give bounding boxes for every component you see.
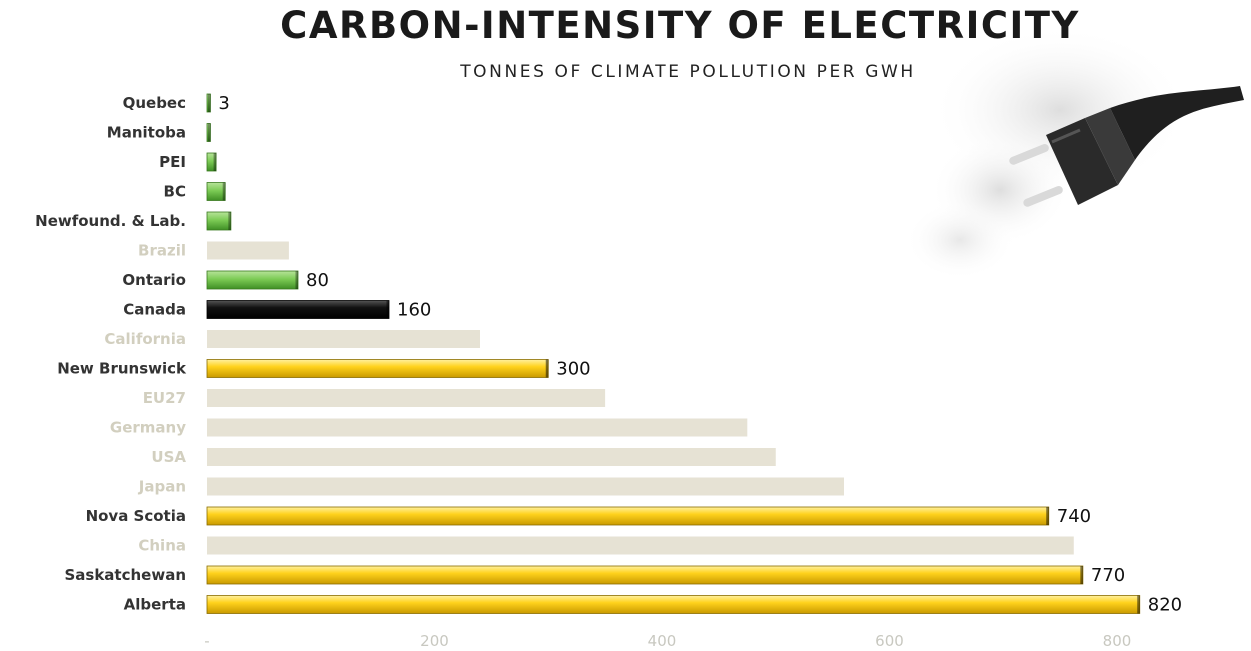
bar xyxy=(206,565,1084,585)
electric-plug-icon xyxy=(1009,86,1244,207)
bar-end-shadow xyxy=(207,123,211,142)
smoke-cloud xyxy=(905,200,1015,280)
bar xyxy=(207,448,776,466)
bar-end-shadow xyxy=(213,153,217,171)
value-label: 160 xyxy=(397,300,431,321)
x-axis: - 200 400 600 800 xyxy=(204,632,1131,650)
bar xyxy=(206,359,549,378)
bar xyxy=(206,595,1141,614)
value-label: 300 xyxy=(556,359,590,380)
bar xyxy=(206,123,211,142)
category-label: Newfound. & Lab. xyxy=(35,212,186,230)
bar xyxy=(207,330,480,348)
value-label: 3 xyxy=(218,93,229,114)
bar xyxy=(206,93,211,113)
bar-series: Quebec 3 Manitoba PEI BC Newfound. & Lab. Braz… xyxy=(35,93,1182,616)
category-label: China xyxy=(138,537,186,555)
category-label: PEI xyxy=(159,153,186,171)
bar xyxy=(206,182,226,201)
bar xyxy=(207,536,1074,555)
bar-end-shadow xyxy=(1080,566,1083,584)
category-label: California xyxy=(104,330,186,348)
bar xyxy=(206,506,1050,526)
category-label: Japan xyxy=(138,478,186,496)
x-tick-label: 400 xyxy=(648,632,677,650)
bar xyxy=(206,300,390,319)
bar xyxy=(206,211,232,231)
bar-end-shadow xyxy=(207,94,211,112)
bar xyxy=(207,241,289,260)
category-label: Alberta xyxy=(124,596,186,614)
x-tick-label: 200 xyxy=(420,632,449,650)
category-label: BC xyxy=(164,183,186,201)
bar-end-shadow xyxy=(545,359,549,378)
category-label: EU27 xyxy=(143,389,186,407)
bar-end-shadow xyxy=(295,271,298,289)
chart-subtitle: TONNES OF CLIMATE POLLUTION PER GWH xyxy=(459,62,916,82)
bar xyxy=(207,418,748,437)
bar-end-shadow xyxy=(1046,507,1049,525)
category-label: Brazil xyxy=(138,242,186,260)
value-label: 740 xyxy=(1057,506,1091,527)
category-label: USA xyxy=(151,448,186,466)
bar xyxy=(207,477,844,496)
category-label: New Brunswick xyxy=(57,360,187,378)
bar xyxy=(207,389,606,407)
chart-title: CARBON-INTENSITY OF ELECTRICITY xyxy=(280,4,1080,47)
bar xyxy=(206,152,217,172)
category-label: Ontario xyxy=(122,271,186,289)
x-tick-label: 600 xyxy=(875,632,904,650)
category-label: Quebec xyxy=(123,94,186,112)
value-label: 80 xyxy=(306,270,329,291)
category-label: Saskatchewan xyxy=(64,566,186,584)
category-label: Germany xyxy=(110,419,186,437)
plug-smoke-illustration xyxy=(905,25,1190,280)
value-label: 820 xyxy=(1148,595,1182,616)
x-tick-label: - xyxy=(204,632,209,650)
bar-end-shadow xyxy=(228,212,231,230)
bar-end-shadow xyxy=(386,300,389,319)
category-label: Canada xyxy=(123,301,186,319)
value-label: 770 xyxy=(1091,565,1125,586)
bar-end-shadow xyxy=(1137,595,1140,614)
category-label: Nova Scotia xyxy=(86,507,186,525)
bar-end-shadow xyxy=(222,182,226,201)
bar xyxy=(206,270,299,290)
x-tick-label: 800 xyxy=(1103,632,1132,650)
category-label: Manitoba xyxy=(107,124,186,142)
